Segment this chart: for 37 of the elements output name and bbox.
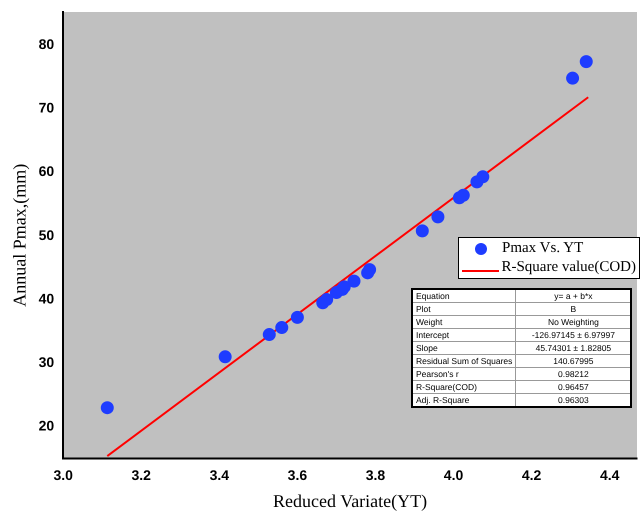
x-tick-label: 4.0 [444,466,464,483]
x-tick-label: 3.4 [210,466,230,483]
annotation: Pearson's r [412,368,516,380]
x-tick-label: 3.2 [132,466,152,483]
x-tick-label: 3.8 [366,466,386,483]
y-tick-label: 20 [38,418,54,434]
annotation: Adj. R-Square [412,394,516,407]
annotation: Slope [412,342,516,354]
annotation: Residual Sum of Squares [412,354,516,368]
legend-label: Pmax Vs. YT [502,240,584,257]
y-tick-label: 60 [38,163,54,180]
x-tick-label: 4.2 [522,466,542,483]
x-tick-label: 4.4 [600,466,620,483]
annotation: B [516,302,632,316]
y-tick-label: 40 [38,290,54,306]
annotation: R-Square(COD) [412,380,516,394]
annotation: 45.74301 ± 1.82805 [516,342,632,354]
x-axis-title: Reduced Variate(YT) [273,490,428,511]
annotation: No Weighting [516,316,632,328]
y-tick-label: 50 [38,226,54,243]
x-tick-label: 3.6 [288,466,308,483]
annotation: 0.96457 [516,380,632,394]
annotation: y= a + b*x [516,289,632,302]
y-axis-title: Annual Pmax,(mm) [10,164,30,307]
legend-label: R-Square value(COD) [501,259,636,276]
annotation: 0.96303 [516,394,632,407]
x-tick-label: 3.0 [53,466,74,483]
y-tick-label: 80 [38,36,54,52]
annotation: Weight [412,316,516,328]
y-tick-label: 70 [38,100,54,116]
annotation: -126.97145 ± 6.97997 [516,328,632,342]
y-tick-label: 30 [38,354,54,370]
annotation: Plot [412,302,516,316]
annotation: 0.98212 [516,368,632,380]
annotation: Intercept [412,328,516,342]
annotation: 140.67995 [516,354,632,368]
annotation: Equation [412,289,516,302]
